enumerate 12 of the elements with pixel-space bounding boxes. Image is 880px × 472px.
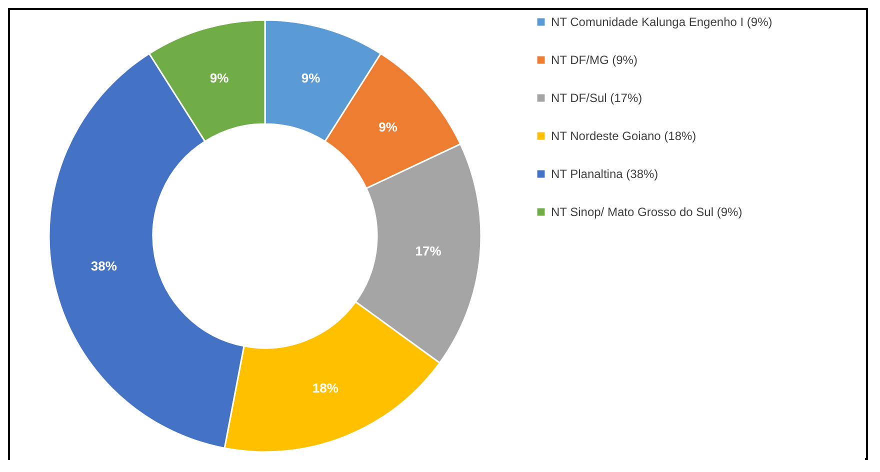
legend-label: NT Sinop/ Mato Grosso do Sul (9%) [551,205,742,219]
data-label: 17% [415,243,442,258]
data-label: 38% [90,258,118,274]
legend-label: NT Planaltina (38%) [551,167,658,181]
data-label: 9% [210,70,230,86]
legend-label: NT DF/MG (9%) [551,53,638,67]
data-label: 18% [312,380,339,396]
legend-label: NT Comunidade Kalunga Engenho I (9%) [551,15,772,29]
legend-label: NT Nordeste Goiano (18%) [551,129,696,143]
legend-label: NT DF/Sul (17%) [551,91,642,105]
data-label: 9% [301,70,321,86]
data-label: 9% [378,120,398,135]
